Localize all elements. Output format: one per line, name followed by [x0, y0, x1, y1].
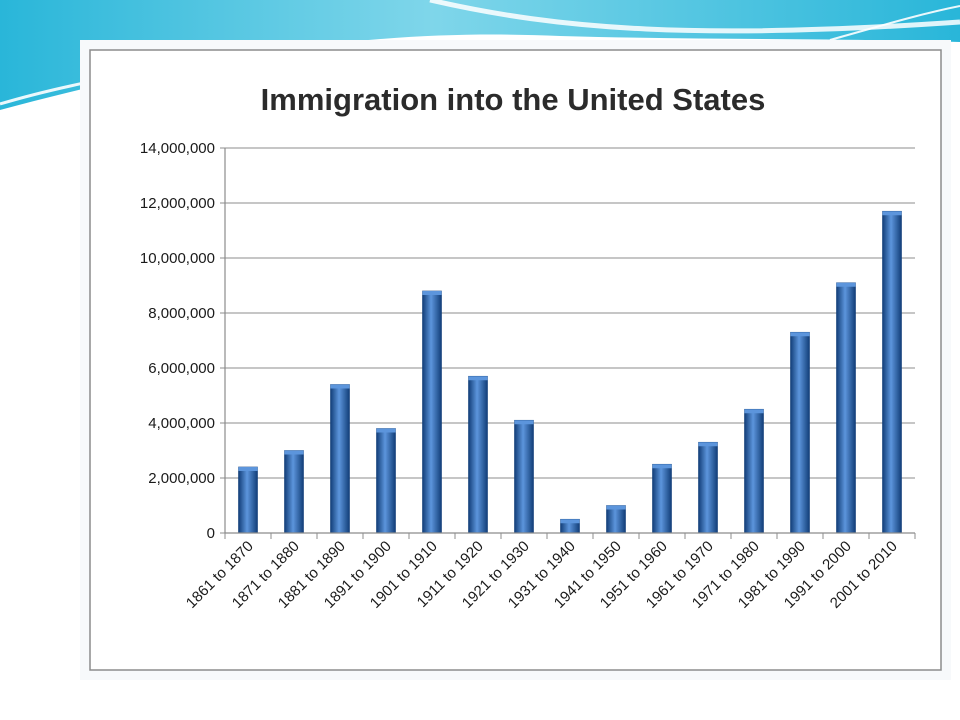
bar-body: [468, 375, 488, 534]
bar-top-cap: [468, 376, 488, 381]
bar-body: [238, 466, 258, 534]
bar: [836, 282, 856, 534]
bar-body: [698, 441, 718, 534]
y-tick-label: 4,000,000: [148, 415, 215, 432]
bar: [882, 210, 902, 534]
bar-top-cap: [790, 332, 810, 337]
bar: [238, 466, 258, 534]
bar-top-cap: [652, 464, 672, 469]
bar-body: [606, 505, 626, 534]
bar-top-cap: [882, 211, 902, 216]
bar-body: [790, 331, 810, 534]
x-axis-tick-marks: [224, 533, 916, 539]
bar-top-cap: [560, 519, 580, 524]
bar-top-cap: [330, 384, 350, 389]
bar-top-cap: [238, 467, 258, 471]
bar: [790, 331, 810, 534]
top-wave-band: [0, 0, 960, 110]
bar-top-cap: [836, 282, 856, 287]
bar-top-cap: [422, 291, 442, 295]
bar-body: [422, 290, 442, 534]
y-tick-label: 14,000,000: [140, 140, 215, 157]
bar: [698, 441, 718, 534]
bar-body: [330, 384, 350, 534]
bar: [744, 408, 764, 534]
bar: [514, 419, 534, 534]
y-tick-label: 6,000,000: [148, 360, 215, 377]
bar-body: [514, 419, 534, 534]
bars: [238, 210, 902, 534]
bar: [468, 375, 488, 534]
bar-body: [882, 210, 902, 534]
bar-body: [836, 282, 856, 534]
top-wave-line-right: [829, 5, 960, 41]
bar: [422, 290, 442, 534]
bar-body: [652, 463, 672, 534]
top-wave-highlight: [429, 0, 960, 34]
y-tick-label: 10,000,000: [140, 250, 215, 267]
bar-body: [284, 450, 304, 534]
bar-top-cap: [514, 420, 534, 425]
bar-top-cap: [744, 409, 764, 414]
bar-top-cap: [376, 428, 396, 433]
chart-area: Immigration into the United States 0 2,00…: [80, 40, 951, 680]
bar: [330, 384, 350, 534]
bar-top-cap: [606, 505, 626, 510]
bar: [560, 518, 580, 534]
bar-top-cap: [284, 450, 304, 455]
y-axis-tick-labels: 0 2,000,000 4,000,000 6,000,000 8,000,000 10,…: [140, 140, 215, 542]
y-tick-label: 8,000,000: [148, 305, 215, 322]
bar-top-cap: [698, 442, 718, 447]
chart-title: Immigration into the United States: [261, 82, 766, 117]
bar: [284, 450, 304, 534]
y-tick-label: 2,000,000: [148, 470, 215, 487]
bar: [376, 428, 396, 534]
bar: [606, 505, 626, 534]
bar-body: [376, 428, 396, 534]
bar: [652, 463, 672, 534]
bar-body: [744, 408, 764, 534]
y-tick-label: 12,000,000: [140, 195, 215, 212]
y-tick-label: 0: [207, 525, 215, 542]
bar-chart: Immigration into the United States 0 2,00…: [89, 49, 942, 671]
